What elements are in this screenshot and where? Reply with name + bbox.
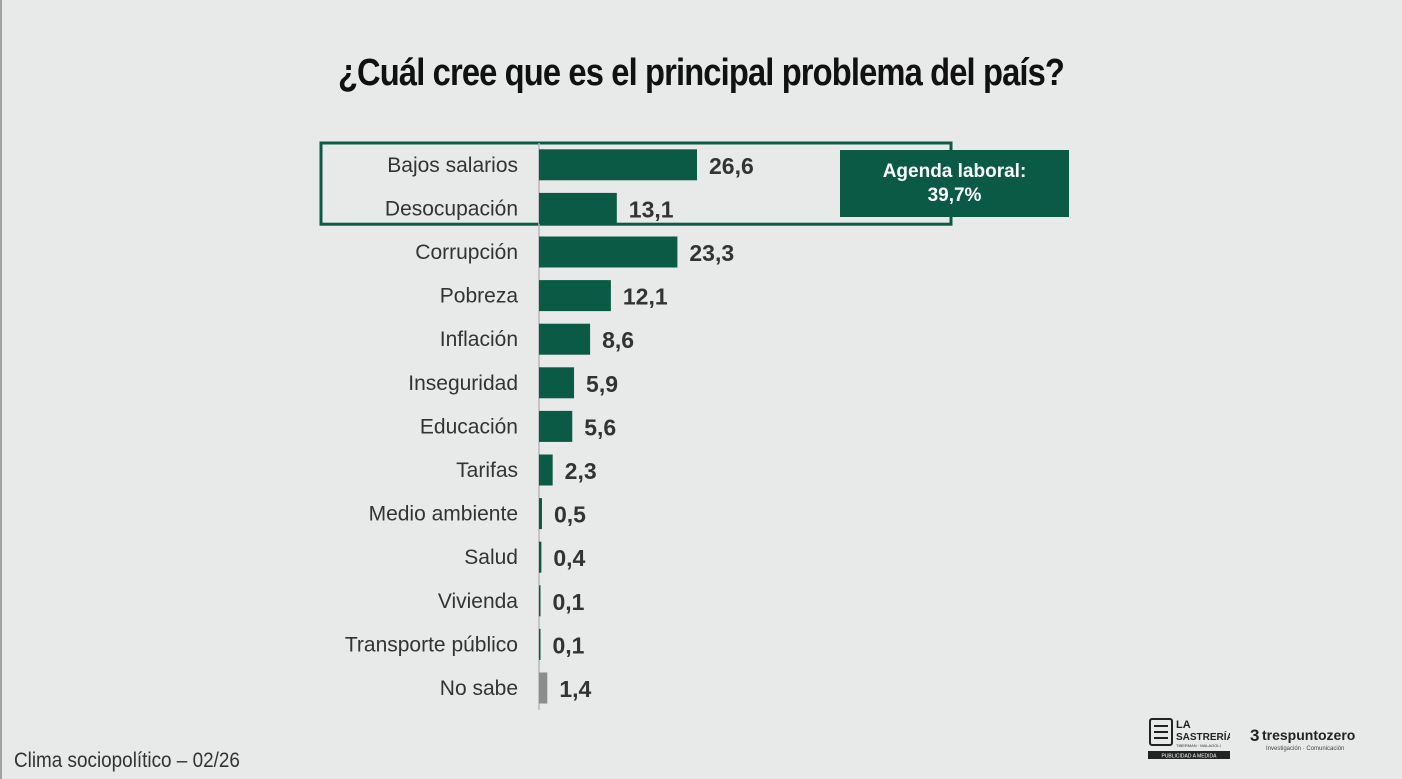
value-label-corrupcion: 23,3 xyxy=(689,240,734,266)
logo-tres-tagline: Investigación · Comunicación xyxy=(1266,746,1344,752)
category-label-salud: Salud xyxy=(464,546,518,569)
bar-transporte-publico xyxy=(539,628,541,660)
bar-educacion xyxy=(539,410,573,442)
trespuntozero-logo: 3 trespuntozero Investigación · Comunica… xyxy=(1250,726,1355,752)
logo-sastreria-tagline: PUBLICIDAD A MEDIDA xyxy=(1161,754,1217,760)
bar-bajos-salarios xyxy=(539,149,697,181)
svg-text:3: 3 xyxy=(1250,726,1259,745)
footer-text: Clima sociopolítico – 02/26 xyxy=(14,749,240,772)
bar-no-sabe xyxy=(539,672,548,704)
category-label-educacion: Educación xyxy=(420,415,518,438)
bar-inflacion xyxy=(539,323,591,355)
category-label-no-sabe: No sabe xyxy=(440,677,518,700)
bar-desocupacion xyxy=(539,192,617,224)
category-label-transporte-publico: Transporte público xyxy=(345,633,518,656)
category-label-pobreza: Pobreza xyxy=(440,285,519,308)
category-label-medio-ambiente: Medio ambiente xyxy=(369,503,518,526)
bar-salud xyxy=(539,541,542,573)
bar-tarifas xyxy=(539,454,553,486)
value-label-desocupacion: 13,1 xyxy=(629,196,674,222)
value-label-educacion: 5,6 xyxy=(584,414,616,440)
chart-title: ¿Cuál cree que es el principal problema … xyxy=(337,52,1065,94)
logo-sastreria-owners: TIBERMAN · MALAGOLI xyxy=(1176,743,1221,748)
category-label-desocupacion: Desocupación xyxy=(385,197,518,220)
value-label-no-sabe: 1,4 xyxy=(559,676,591,702)
value-label-vivienda: 0,1 xyxy=(553,589,585,615)
la-sastreria-logo: LA SASTRERÍA TIBERMAN · MALAGOLI PUBLICI… xyxy=(1148,718,1230,760)
category-label-tarifas: Tarifas xyxy=(456,459,518,482)
category-label-corrupcion: Corrupción xyxy=(415,241,518,264)
bar-medio-ambiente xyxy=(539,498,542,530)
logo-sastreria-name: SASTRERÍA xyxy=(1176,730,1230,743)
value-label-transporte-publico: 0,1 xyxy=(553,632,585,658)
value-label-tarifas: 2,3 xyxy=(565,458,597,484)
bar-pobreza xyxy=(539,280,611,312)
value-label-pobreza: 12,1 xyxy=(623,284,668,310)
value-label-inseguridad: 5,9 xyxy=(586,371,618,397)
logo-tres-name: trespuntozero xyxy=(1262,727,1355,743)
value-label-inflacion: 8,6 xyxy=(602,327,634,353)
bar-inseguridad xyxy=(539,367,575,399)
category-label-bajos-salarios: Bajos salarios xyxy=(387,154,518,177)
category-label-inflacion: Inflación xyxy=(440,328,518,351)
category-label-inseguridad: Inseguridad xyxy=(408,372,518,395)
callout-value: 39,7% xyxy=(927,184,982,206)
bar-corrupcion xyxy=(539,236,678,268)
left-edge-line xyxy=(0,0,2,779)
bar-vivienda xyxy=(539,585,541,617)
category-label-vivienda: Vivienda xyxy=(438,590,518,613)
agenda-laboral-callout: Agenda laboral: 39,7% xyxy=(840,150,1069,217)
value-label-salud: 0,4 xyxy=(553,545,585,571)
logo-sastreria-la: LA xyxy=(1176,719,1191,731)
value-label-bajos-salarios: 26,6 xyxy=(709,153,754,179)
callout-title: Agenda laboral: xyxy=(882,160,1027,182)
value-label-medio-ambiente: 0,5 xyxy=(554,502,586,528)
